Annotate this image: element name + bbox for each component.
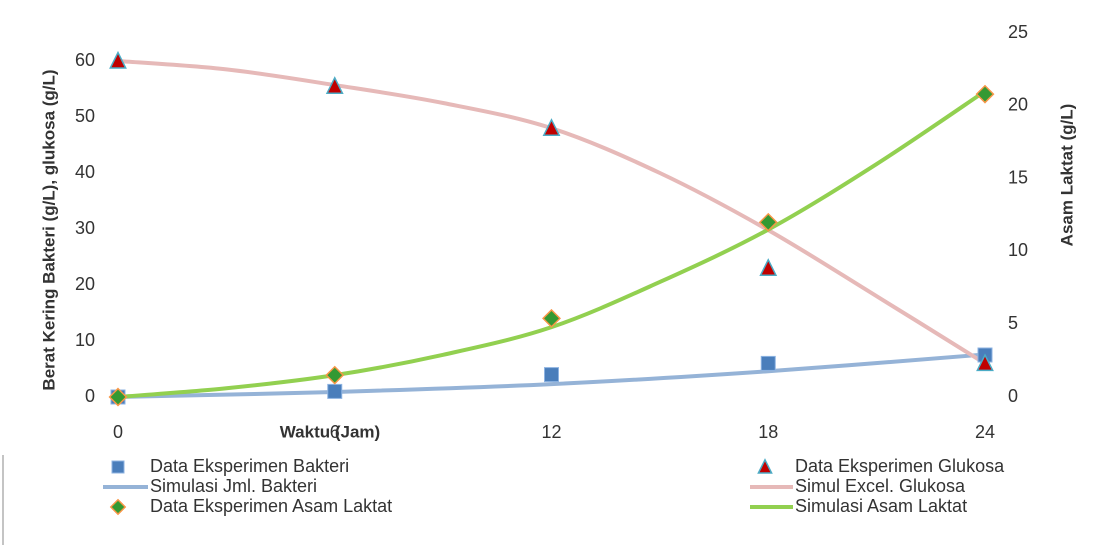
legend-label: Simulasi Asam Laktat: [795, 496, 967, 516]
y2-tick-label: 10: [1008, 240, 1028, 260]
marker: [761, 260, 776, 275]
x-tick-label: 6: [330, 422, 340, 442]
y-tick-label: 10: [75, 330, 95, 350]
legend-label: Simulasi Jml. Bakteri: [150, 476, 317, 496]
y2-tick-label: 5: [1008, 313, 1018, 333]
y2-tick-label: 20: [1008, 95, 1028, 115]
chart: Waktu (Jam) Berat Kering Bakteri (g/L), …: [0, 0, 1102, 545]
y-tick-label: 30: [75, 218, 95, 238]
x-tick-label: 0: [113, 422, 123, 442]
y2-tick-label: 15: [1008, 167, 1028, 187]
legend-label: Data Eksperimen Glukosa: [795, 456, 1005, 476]
marker: [977, 86, 994, 103]
legend-label: Data Eksperimen Asam Laktat: [150, 496, 392, 516]
y2-tick-label: 25: [1008, 22, 1028, 42]
marker: [112, 461, 124, 473]
marker: [545, 368, 559, 382]
marker: [761, 356, 775, 370]
x-tick-label: 18: [758, 422, 778, 442]
x-tick-label: 12: [541, 422, 561, 442]
y-tick-label: 50: [75, 106, 95, 126]
marker: [328, 384, 342, 398]
series-line: [118, 91, 985, 397]
y-tick-label: 20: [75, 274, 95, 294]
legend-label: Data Eksperimen Bakteri: [150, 456, 349, 476]
marker: [326, 367, 343, 384]
x-tick-label: 24: [975, 422, 995, 442]
y-tick-label: 0: [85, 386, 95, 406]
y2-axis-title: Asam Laktat (g/L): [1057, 104, 1076, 247]
marker: [111, 500, 125, 514]
y-tick-label: 40: [75, 162, 95, 182]
legend-label: Simul Excel. Glukosa: [795, 476, 966, 496]
y-tick-label: 60: [75, 50, 95, 70]
y2-tick-label: 0: [1008, 386, 1018, 406]
y-axis-title: Berat Kering Bakteri (g/L), glukosa (g/L…: [39, 69, 58, 390]
marker: [758, 460, 771, 473]
